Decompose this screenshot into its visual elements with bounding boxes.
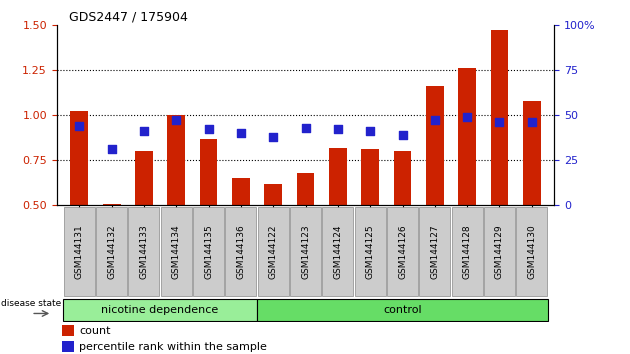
FancyBboxPatch shape — [258, 207, 289, 296]
Bar — [523, 101, 541, 205]
Text: GSM144129: GSM144129 — [495, 224, 504, 279]
Point — [301, 125, 311, 131]
Bar — [168, 115, 185, 205]
FancyBboxPatch shape — [257, 299, 548, 321]
Bar — [265, 184, 282, 205]
Text: count: count — [79, 326, 111, 336]
Point — [139, 129, 149, 134]
Bar — [394, 151, 411, 205]
Text: GSM144123: GSM144123 — [301, 224, 310, 279]
Bar — [297, 173, 314, 205]
Bar — [103, 204, 120, 205]
Text: GSM144128: GSM144128 — [462, 224, 472, 279]
FancyBboxPatch shape — [452, 207, 483, 296]
Text: GSM144136: GSM144136 — [236, 224, 246, 279]
Text: control: control — [383, 305, 422, 315]
Bar — [329, 148, 346, 205]
Bar — [232, 178, 250, 205]
Point — [268, 134, 278, 139]
Text: GSM144130: GSM144130 — [527, 224, 536, 279]
Point — [74, 123, 84, 129]
Point — [333, 127, 343, 132]
Text: GSM144131: GSM144131 — [75, 224, 84, 279]
FancyBboxPatch shape — [484, 207, 515, 296]
Point — [171, 118, 181, 123]
Bar — [135, 151, 153, 205]
FancyBboxPatch shape — [355, 207, 386, 296]
Text: GSM144125: GSM144125 — [365, 224, 375, 279]
Bar — [200, 138, 217, 205]
Text: GSM144122: GSM144122 — [269, 224, 278, 279]
Bar — [426, 86, 444, 205]
FancyBboxPatch shape — [290, 207, 321, 296]
FancyBboxPatch shape — [226, 207, 256, 296]
Point — [527, 119, 537, 125]
Text: GSM144133: GSM144133 — [139, 224, 149, 279]
Point — [236, 130, 246, 136]
Bar — [71, 112, 88, 205]
FancyBboxPatch shape — [193, 207, 224, 296]
Text: GDS2447 / 175904: GDS2447 / 175904 — [69, 10, 188, 23]
Text: GSM144134: GSM144134 — [172, 224, 181, 279]
Bar — [361, 149, 379, 205]
FancyBboxPatch shape — [516, 207, 547, 296]
FancyBboxPatch shape — [161, 207, 192, 296]
Point — [365, 129, 375, 134]
Bar — [491, 30, 508, 205]
Point — [430, 118, 440, 123]
Point — [203, 127, 214, 132]
Point — [495, 119, 505, 125]
Text: GSM144126: GSM144126 — [398, 224, 407, 279]
Text: nicotine dependence: nicotine dependence — [101, 305, 219, 315]
Bar — [458, 68, 476, 205]
Bar — [62, 341, 74, 353]
Text: disease state: disease state — [1, 299, 61, 308]
Point — [106, 147, 117, 152]
FancyBboxPatch shape — [64, 207, 95, 296]
Bar — [62, 325, 74, 336]
Text: GSM144127: GSM144127 — [430, 224, 439, 279]
FancyBboxPatch shape — [323, 207, 353, 296]
Text: GSM144132: GSM144132 — [107, 224, 116, 279]
Point — [462, 114, 472, 120]
FancyBboxPatch shape — [420, 207, 450, 296]
FancyBboxPatch shape — [387, 207, 418, 296]
FancyBboxPatch shape — [96, 207, 127, 296]
Text: GSM144135: GSM144135 — [204, 224, 213, 279]
FancyBboxPatch shape — [129, 207, 159, 296]
Point — [398, 132, 408, 138]
FancyBboxPatch shape — [63, 299, 257, 321]
Text: percentile rank within the sample: percentile rank within the sample — [79, 342, 267, 352]
Text: GSM144124: GSM144124 — [333, 224, 342, 279]
